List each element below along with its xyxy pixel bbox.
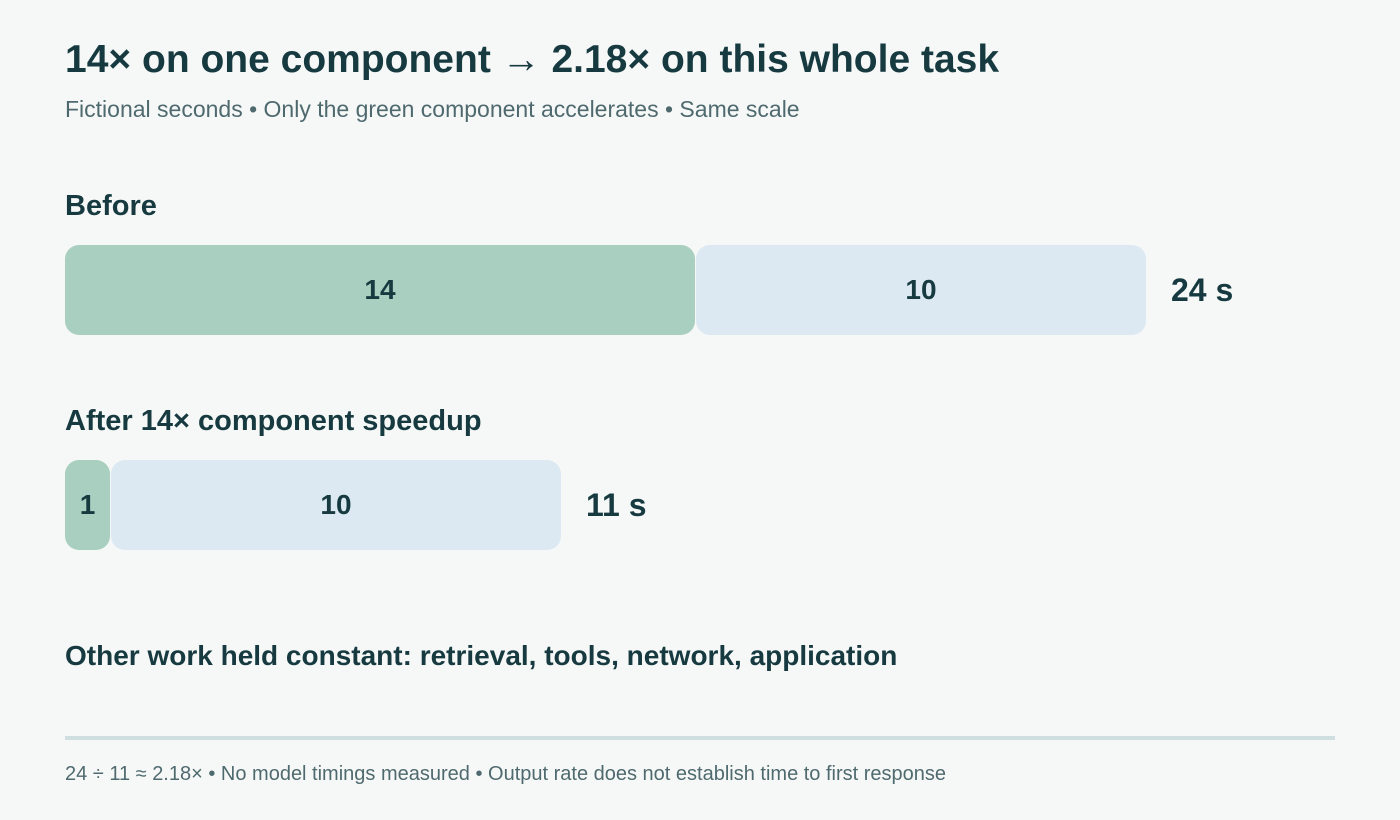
bar-segment-other-after: 10 [111, 460, 561, 550]
footer-divider [65, 736, 1335, 740]
constant-work-note: Other work held constant: retrieval, too… [65, 640, 898, 671]
footer-note: 24 ÷ 11 ≈ 2.18× • No model timings measu… [65, 763, 947, 785]
row-label-after: After 14× component speedup [65, 405, 482, 437]
bar-total-before: 24 s [1171, 271, 1234, 308]
bar-segment-other-before: 10 [696, 245, 1146, 335]
row-label-before: Before [65, 190, 157, 222]
chart-title: 14× on one component → 2.18× on this who… [65, 38, 1000, 81]
chart-subtitle: Fictional seconds • Only the green compo… [65, 96, 800, 122]
bar-segment-accelerated-before: 14 [65, 245, 695, 335]
bar-segment-accelerated-after: 1 [65, 460, 110, 550]
bar-total-after: 11 s [586, 486, 647, 523]
